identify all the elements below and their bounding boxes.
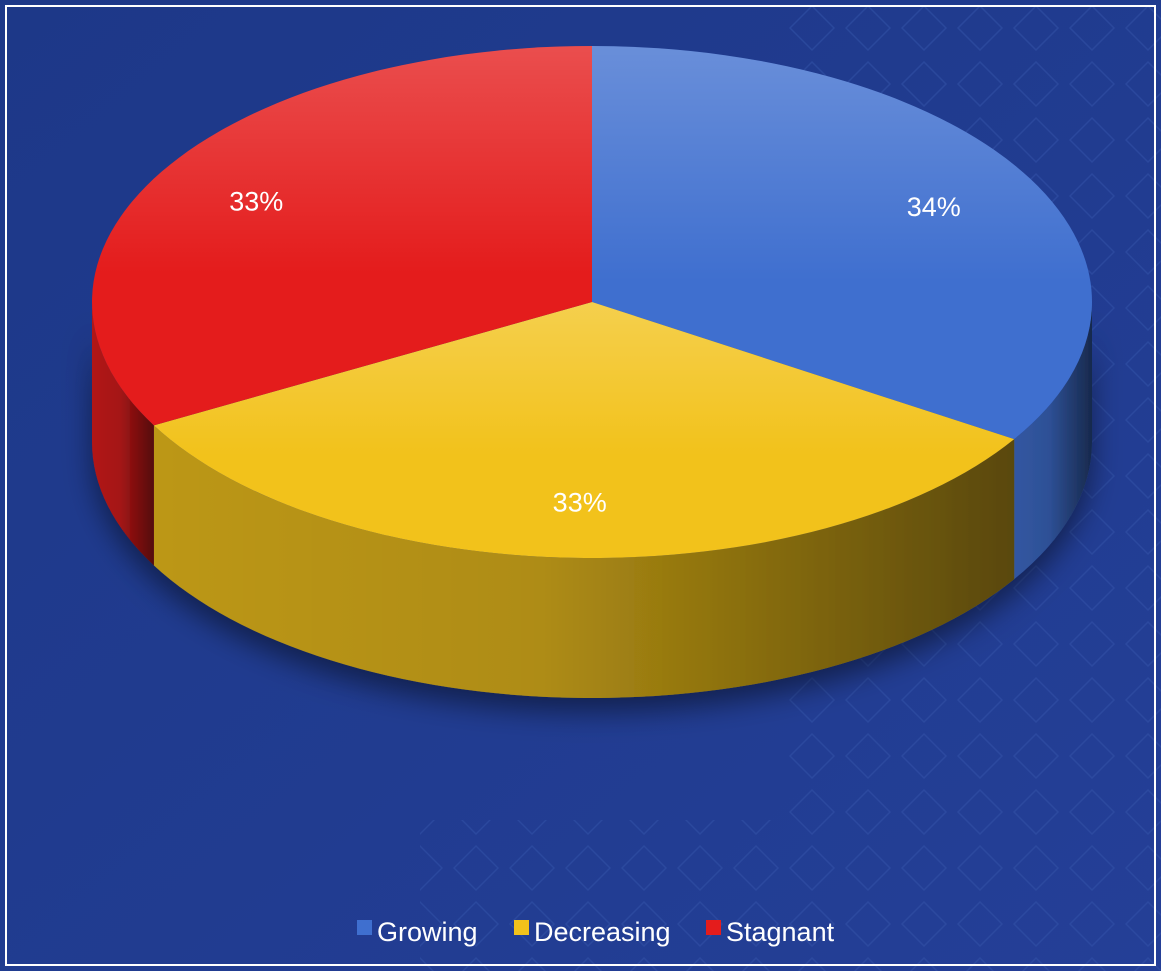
legend-swatch-stagnant <box>706 920 721 935</box>
data-label-stagnant: 33% <box>229 186 283 216</box>
data-label-growing: 34% <box>907 192 961 222</box>
pie-labels: 34% 33% 33% <box>229 186 961 517</box>
pie-side-shade-growing <box>1014 302 1092 580</box>
pie-side-shade-stagnant <box>92 302 154 566</box>
legend: Growing Decreasing Stagnant <box>357 917 835 947</box>
pie-slice-shine-growing <box>592 46 1092 440</box>
legend-label-stagnant: Stagnant <box>726 917 835 947</box>
pie-slice-shine-decreasing <box>153 302 1015 559</box>
data-label-decreasing: 33% <box>553 488 607 518</box>
chart-border <box>5 5 1156 966</box>
pie-slice-shine-stagnant <box>92 46 592 426</box>
background-pattern-bottom <box>420 820 780 971</box>
legend-swatch-growing <box>357 920 372 935</box>
pie-side-shade-decreasing <box>153 425 1015 698</box>
pie-tops <box>92 46 1092 559</box>
legend-label-decreasing: Decreasing <box>534 917 671 947</box>
legend-swatch-decreasing <box>514 920 529 935</box>
legend-label-growing: Growing <box>377 917 478 947</box>
pie-sides <box>92 302 1092 698</box>
